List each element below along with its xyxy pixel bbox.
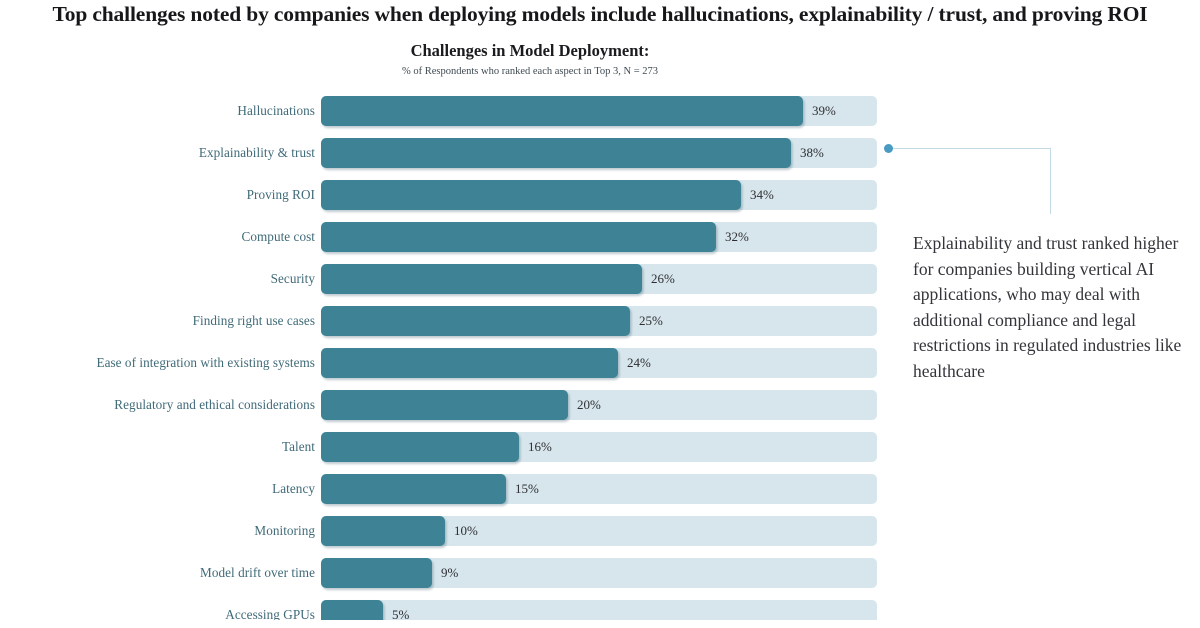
bar-category-label: Ease of integration with existing system… [96,355,315,370]
bar-chart-plot-area: Hallucinations 39% Explainability & trust 3… [0,90,900,628]
bar-fill [321,390,568,420]
bar-row: Explainability & trust 38% [0,132,900,174]
bar-fill [321,306,630,336]
callout-connector-vertical [1049,147,1051,214]
bar-value-label: 16% [528,439,552,454]
bar-category-label: Accessing GPUs [225,607,315,622]
bar-value-label: 38% [800,145,824,160]
bar-category-label: Regulatory and ethical considerations [114,397,315,412]
bar-category-label: Monitoring [254,523,315,538]
bar-row: Talent 16% [0,426,900,468]
bar-row: Compute cost 32% [0,216,900,258]
bar-row: Security 26% [0,258,900,300]
bar-value-label: 9% [441,565,459,580]
bottom-crop-band [0,620,1200,628]
bar-row: Proving ROI 34% [0,174,900,216]
bar-category-label: Proving ROI [246,187,315,202]
bar-fill [321,432,519,462]
page-headline: Top challenges noted by companies when d… [52,2,1148,26]
bar-value-label: 26% [651,271,675,286]
bar-fill [321,138,791,168]
bar-row: Model drift over time 9% [0,552,900,594]
chart-subtitle: % of Respondents who ranked each aspect … [401,66,659,77]
bar-fill [321,96,803,126]
bar-row: Ease of integration with existing system… [0,342,900,384]
bar-fill [321,264,642,294]
bar-category-label: Model drift over time [200,565,315,580]
bar-category-label: Compute cost [241,229,315,244]
bar-row: Latency 15% [0,468,900,510]
bar-fill [321,222,716,252]
chart-title: Challenges in Model Deployment: [410,41,650,60]
bar-value-label: 5% [392,607,410,622]
bar-category-label: Latency [272,481,315,496]
bar-value-label: 10% [454,523,478,538]
bar-value-label: 34% [750,187,774,202]
bar-category-label: Hallucinations [237,103,315,118]
bar-category-label: Explainability & trust [198,145,315,160]
bar-category-label: Talent [281,439,315,454]
bar-value-label: 24% [627,355,651,370]
bar-value-label: 25% [639,313,663,328]
bar-value-label: 32% [725,229,749,244]
bar-row: Hallucinations 39% [0,90,900,132]
bar-row: Finding right use cases 25% [0,300,900,342]
chart-annotation-text: Explainability and trust ranked higher f… [913,233,1182,381]
bar-row: Regulatory and ethical considerations 20% [0,384,900,426]
callout-anchor-dot [884,144,893,153]
bar-value-label: 20% [577,397,601,412]
bar-fill [321,516,445,546]
bar-fill [321,348,618,378]
bar-value-label: 39% [812,103,836,118]
bar-row: Monitoring 10% [0,510,900,552]
callout-connector-horizontal [893,147,1051,149]
bar-fill [321,474,506,504]
bar-category-label: Finding right use cases [192,313,315,328]
bar-category-label: Security [270,271,315,286]
bar-fill [321,558,432,588]
bar-fill [321,180,741,210]
bar-value-label: 15% [515,481,539,496]
